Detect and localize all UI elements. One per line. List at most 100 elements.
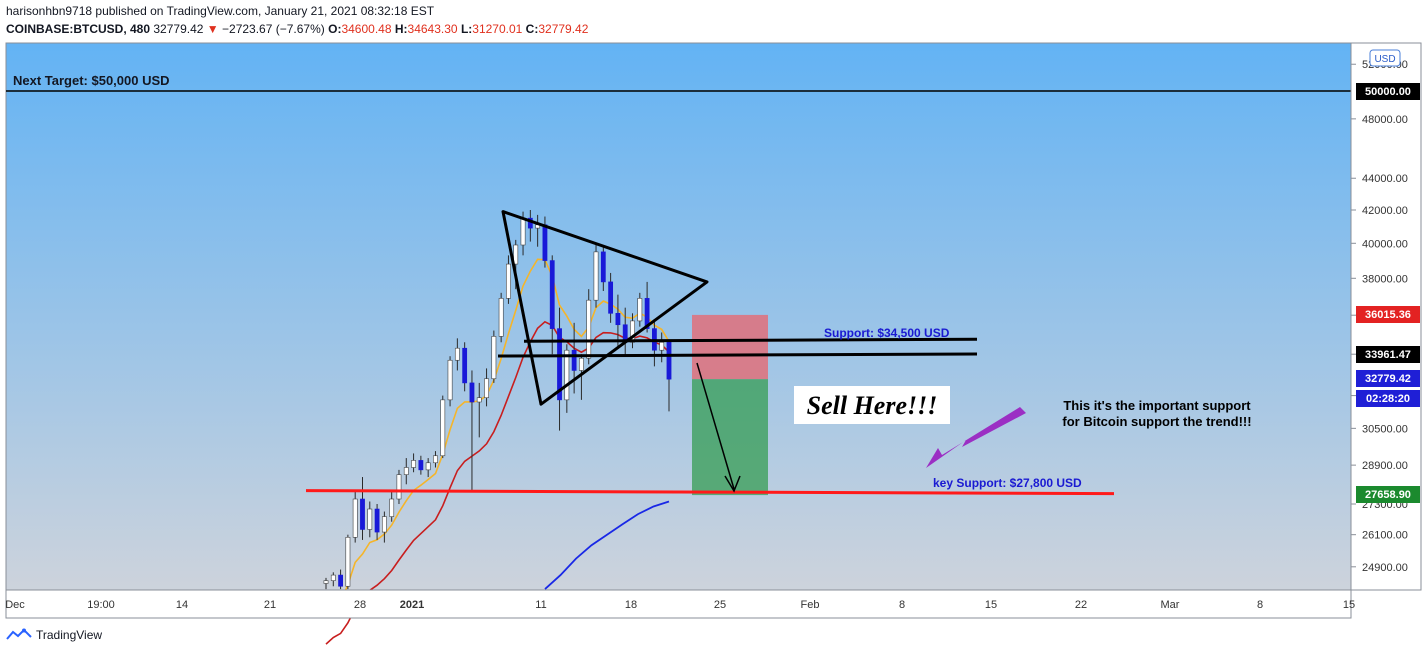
x-tick-label: Dec bbox=[5, 599, 25, 611]
important-support-line1: This it's the important support bbox=[1063, 398, 1251, 413]
candle-body bbox=[433, 455, 438, 464]
candle-body bbox=[381, 516, 387, 533]
candle-body bbox=[462, 347, 468, 384]
candle-body bbox=[323, 580, 329, 584]
down-arrow-head-icon bbox=[724, 475, 741, 493]
time-axis[interactable] bbox=[5, 589, 1352, 619]
high-value: 34643.30 bbox=[407, 22, 458, 36]
low-label: L: bbox=[460, 22, 473, 36]
tradingview-brand: TradingView bbox=[36, 628, 103, 642]
candle-body bbox=[396, 474, 402, 500]
candle-body bbox=[542, 224, 548, 261]
key-support-line bbox=[305, 489, 1115, 496]
support-lower-line bbox=[497, 352, 978, 358]
publisher-line: harisonhbn9718 published on TradingView.… bbox=[6, 4, 435, 18]
candle-body bbox=[637, 298, 643, 322]
purple-arrow-icon bbox=[926, 407, 1026, 468]
candle-body bbox=[513, 244, 519, 265]
candle-body bbox=[484, 378, 489, 399]
x-tick-label: 15 bbox=[985, 599, 997, 611]
last-price: 32779.42 bbox=[153, 22, 204, 36]
support-upper-line bbox=[523, 337, 978, 343]
x-tick-label: 22 bbox=[1075, 599, 1087, 611]
candle-body bbox=[454, 347, 460, 361]
candle-body bbox=[476, 397, 482, 403]
currency-badge-label: USD bbox=[1374, 54, 1395, 65]
change-arrow-icon: ▼ bbox=[206, 22, 219, 36]
x-tick-label: 19:00 bbox=[87, 599, 115, 611]
candle-body bbox=[659, 341, 665, 351]
x-tick-label: 8 bbox=[1257, 599, 1263, 611]
x-tick-label: 15 bbox=[1343, 599, 1355, 611]
stop-loss-zone bbox=[692, 314, 768, 380]
chart-pane[interactable] bbox=[5, 42, 1352, 591]
low-value: 31270.01 bbox=[472, 22, 523, 36]
support-label: Support: $34,500 USD bbox=[824, 326, 950, 340]
price-tag bbox=[1356, 83, 1420, 100]
close-value: 32779.42 bbox=[538, 22, 589, 36]
brand-footer[interactable]: TradingView bbox=[6, 628, 102, 642]
candle-body bbox=[520, 217, 526, 246]
price-tag-label: 27658.90 bbox=[1365, 489, 1411, 501]
candle-body bbox=[367, 508, 373, 530]
candle-body bbox=[615, 313, 621, 326]
open-label: O: bbox=[328, 22, 342, 36]
candle-body bbox=[425, 462, 431, 471]
candle-body bbox=[403, 467, 409, 475]
close-label: C: bbox=[525, 22, 539, 36]
y-tick-label: 28900.00 bbox=[1362, 460, 1408, 472]
high-label: H: bbox=[394, 22, 408, 36]
candle-body bbox=[447, 359, 453, 401]
x-tick-label: Feb bbox=[801, 599, 820, 611]
y-tick-label: 24900.00 bbox=[1362, 562, 1408, 574]
candle-body bbox=[411, 460, 416, 468]
x-tick-label: 28 bbox=[354, 599, 366, 611]
candle-body bbox=[549, 260, 555, 329]
price-tag bbox=[1356, 390, 1420, 407]
candle-body bbox=[666, 341, 672, 380]
price-tag-label: 36015.36 bbox=[1365, 309, 1411, 321]
price-tag bbox=[1356, 346, 1420, 363]
ma-mid-line bbox=[325, 320, 670, 645]
symbol-line: COINBASE:BTCUSD, 480 32779.42 ▼ −2723.67… bbox=[6, 22, 588, 36]
candle-body bbox=[571, 349, 577, 371]
symbol-name[interactable]: COINBASE:BTCUSD, 480 bbox=[6, 22, 151, 36]
y-tick-label: 38000.00 bbox=[1362, 273, 1408, 285]
candle-body bbox=[608, 281, 614, 314]
candle-body bbox=[498, 298, 504, 337]
candle-body bbox=[506, 263, 511, 299]
x-tick-label: 2021 bbox=[400, 599, 424, 611]
sell-here-box bbox=[794, 386, 950, 424]
x-tick-label: 18 bbox=[625, 599, 637, 611]
y-tick-label: 40000.00 bbox=[1362, 238, 1408, 250]
candle-body bbox=[374, 508, 380, 533]
x-tick-label: 25 bbox=[714, 599, 726, 611]
candle-body bbox=[557, 328, 562, 401]
price-tag bbox=[1356, 306, 1420, 323]
x-tick-label: 11 bbox=[535, 599, 546, 611]
candle-body bbox=[345, 536, 351, 587]
currency-badge[interactable] bbox=[1369, 49, 1401, 67]
candle-body bbox=[579, 357, 584, 371]
y-tick-label: 42000.00 bbox=[1362, 205, 1408, 217]
candle-body bbox=[564, 349, 570, 401]
price-tag-label: 02:28:20 bbox=[1366, 393, 1410, 405]
candle-body bbox=[352, 498, 358, 538]
candle-body bbox=[360, 498, 365, 530]
tradingview-logo-icon bbox=[6, 628, 32, 640]
down-arrow-line bbox=[696, 362, 735, 490]
candle-body bbox=[440, 399, 446, 457]
y-tick-label: 44000.00 bbox=[1362, 173, 1408, 185]
price-change: −2723.67 (−7.67%) bbox=[222, 22, 325, 36]
y-tick-label: 30500.00 bbox=[1362, 423, 1408, 435]
x-tick-label: 21 bbox=[264, 599, 276, 611]
price-tag bbox=[1356, 486, 1420, 503]
candle-body bbox=[586, 299, 592, 359]
price-tag-label: 50000.00 bbox=[1365, 86, 1411, 98]
y-tick-label: 26100.00 bbox=[1362, 530, 1408, 542]
candle-body bbox=[491, 336, 497, 380]
key-support-label: key Support: $27,800 USD bbox=[933, 476, 1082, 490]
important-support-line2: for Bitcoin support the trend!!! bbox=[1062, 414, 1251, 429]
candle-body bbox=[418, 460, 424, 471]
